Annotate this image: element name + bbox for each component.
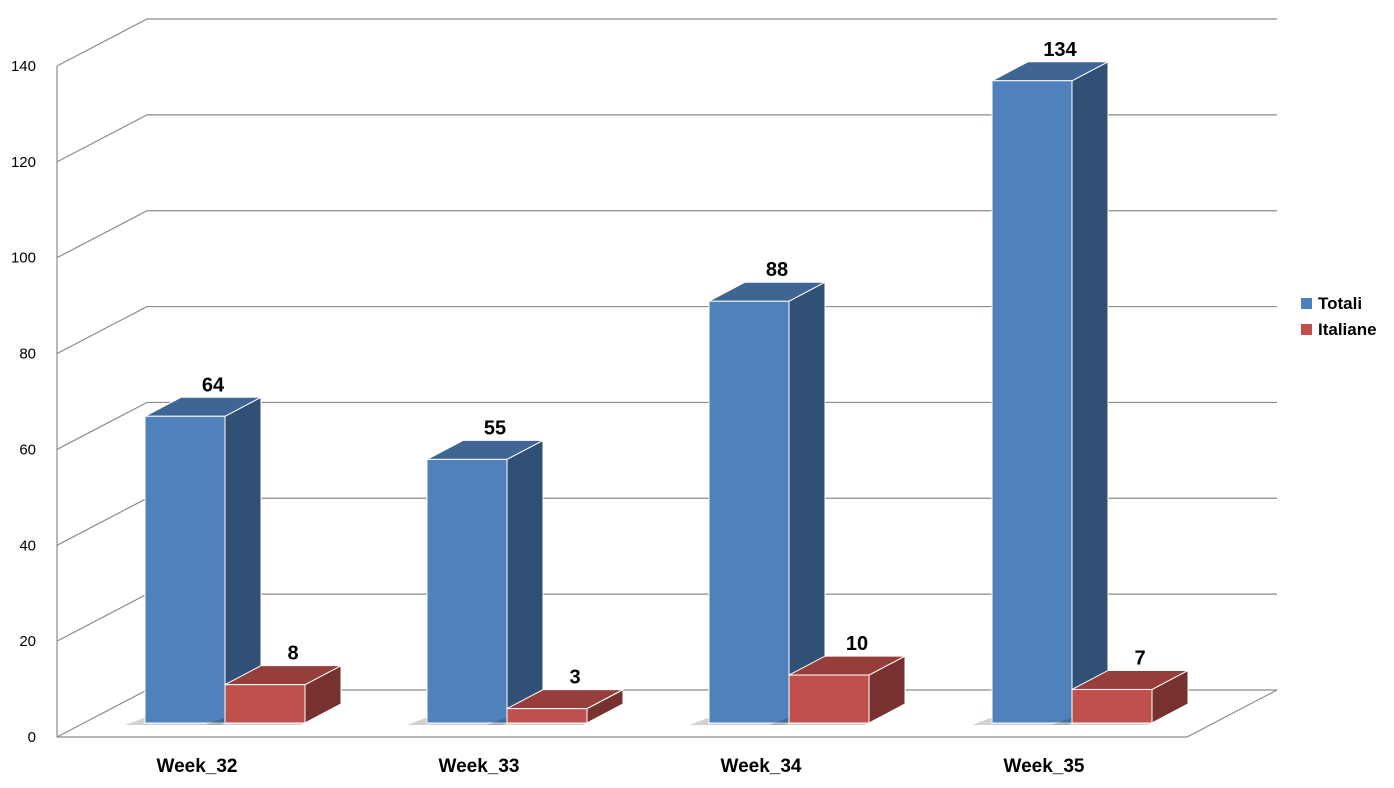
data-label: 64 <box>202 374 225 396</box>
gridline <box>56 210 1277 259</box>
bar-side-totali <box>788 281 826 724</box>
y-tick-label: 100 <box>11 250 36 267</box>
bar-totali <box>991 80 1073 724</box>
y-tick-label: 20 <box>19 633 36 650</box>
data-label: 7 <box>1134 647 1145 669</box>
data-label: 10 <box>846 633 868 655</box>
legend-swatch-totali <box>1301 298 1312 309</box>
y-tick-label: 140 <box>11 58 36 75</box>
gridline <box>56 18 1277 67</box>
bar-totali <box>708 300 790 724</box>
bar-italiane <box>224 684 306 724</box>
x-category-label: Week_35 <box>1004 756 1085 777</box>
bar-italiane <box>506 708 588 724</box>
data-label: 134 <box>1043 39 1077 61</box>
y-tick-label: 120 <box>11 154 36 171</box>
bar-side-totali <box>506 439 544 724</box>
legend-swatch-italiane <box>1301 324 1312 335</box>
bar-side-totali <box>1071 60 1109 724</box>
gridline <box>56 305 1277 355</box>
y-tick-label: 0 <box>28 729 36 746</box>
bar-italiane <box>1071 688 1153 724</box>
y-tick-label: 60 <box>19 441 36 458</box>
y-tick-label: 40 <box>19 537 36 554</box>
x-category-label: Week_33 <box>439 756 520 777</box>
chart-floor <box>56 689 1278 738</box>
data-label: 55 <box>484 417 506 439</box>
legend-label-italiane: Italiane <box>1318 320 1377 339</box>
data-label: 3 <box>569 667 580 689</box>
data-label: 8 <box>287 643 298 665</box>
x-category-label: Week_34 <box>721 756 802 777</box>
bar-totali <box>144 415 226 724</box>
bar-totali <box>426 458 508 724</box>
x-category-label: Week_32 <box>157 756 238 777</box>
bar-italiane <box>788 674 870 724</box>
gridline <box>56 401 1277 450</box>
y-tick-label: 80 <box>19 346 36 363</box>
data-label: 88 <box>766 259 788 281</box>
legend-label-totali: Totali <box>1318 294 1362 313</box>
gridline <box>56 114 1277 163</box>
